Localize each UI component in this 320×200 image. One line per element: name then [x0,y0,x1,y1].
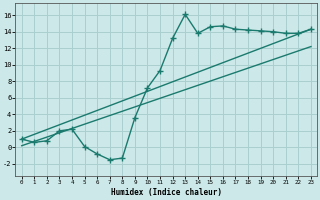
X-axis label: Humidex (Indice chaleur): Humidex (Indice chaleur) [111,188,222,197]
